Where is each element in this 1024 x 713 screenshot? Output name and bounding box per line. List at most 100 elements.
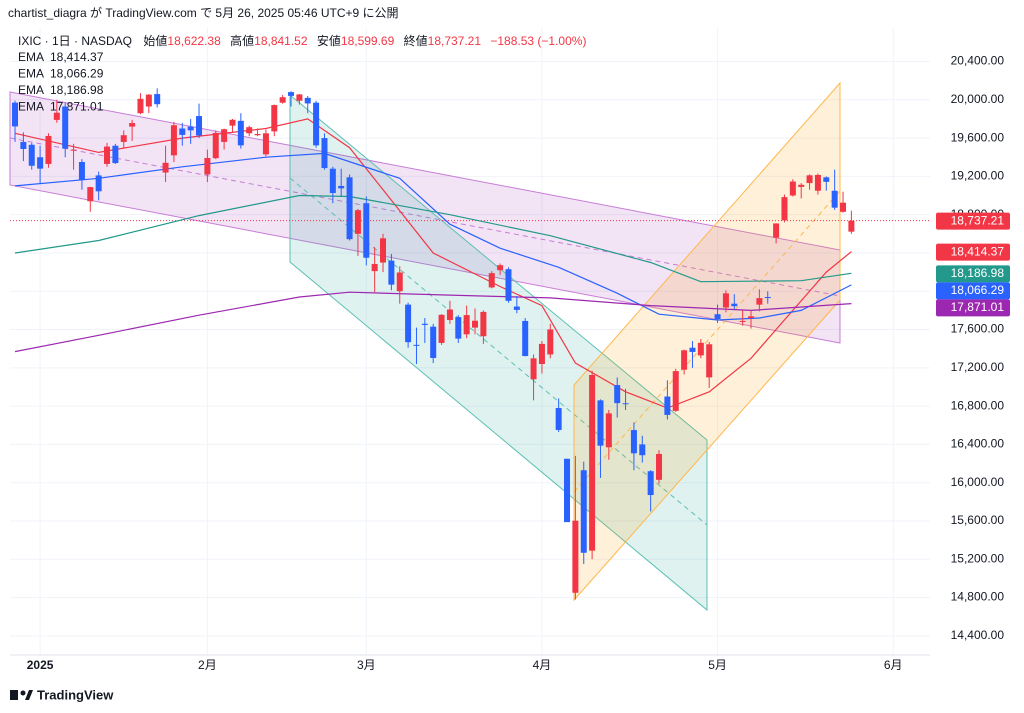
- candle-body: [831, 190, 838, 208]
- candle-body: [212, 132, 219, 159]
- candle-body: [354, 210, 361, 234]
- candle-body: [505, 269, 512, 301]
- ohlc-legend: IXIC · 1日 · NASDAQ 始値18,622.38 高値18,841.…: [18, 33, 586, 48]
- field-value: 18,737.21: [428, 34, 482, 48]
- candle-body: [254, 133, 261, 136]
- candle-body: [413, 344, 420, 346]
- field-label: 始値: [143, 33, 167, 48]
- candle-body: [664, 396, 671, 415]
- price-badge-label: 18,414.37: [951, 244, 1005, 258]
- symbol: IXIC · 1日 · NASDAQ: [18, 34, 132, 48]
- candle-body: [338, 185, 345, 189]
- candle-body: [271, 105, 278, 132]
- candle-body: [647, 471, 654, 496]
- candle-body: [388, 260, 395, 285]
- candle-body: [580, 470, 587, 553]
- brand-logo: [10, 690, 33, 700]
- y-tick-label: 14,400.00: [951, 628, 1005, 642]
- y-tick-label: 14,800.00: [951, 590, 1005, 604]
- field-label: 安値: [317, 33, 341, 48]
- candle-body: [279, 97, 286, 103]
- candle-body: [162, 162, 169, 173]
- price-badge-label: 18,737.21: [951, 213, 1005, 227]
- candle-body: [78, 162, 85, 181]
- candle-body: [430, 326, 437, 358]
- y-tick-label: 19,200.00: [951, 169, 1005, 183]
- candle-body: [137, 98, 144, 114]
- candle-body: [488, 273, 495, 288]
- x-tick-label: 4月: [533, 658, 552, 672]
- candle-body: [455, 317, 462, 339]
- x-tick-label: 5月: [708, 658, 727, 672]
- price-badge: [936, 299, 1010, 317]
- legend-value: 18,066.29: [50, 67, 104, 81]
- candle-body: [120, 135, 127, 142]
- candle-body: [154, 94, 161, 105]
- candle-body: [639, 444, 646, 456]
- candle-body: [229, 119, 236, 126]
- x-tick-label: 2月: [198, 658, 217, 672]
- legend-name: EMA: [18, 100, 44, 114]
- candle-body: [421, 323, 428, 325]
- candle-body: [187, 126, 194, 131]
- candle-body: [814, 174, 821, 191]
- candle-body: [697, 342, 704, 356]
- candle-body: [530, 358, 537, 380]
- candle-body: [28, 144, 35, 166]
- legend-name: EMA: [18, 67, 44, 81]
- x-tick-label: 3月: [357, 658, 376, 672]
- candle-body: [329, 168, 336, 194]
- legend-name: EMA: [18, 50, 44, 64]
- candle-body: [605, 413, 612, 448]
- y-tick-label: 17,200.00: [951, 360, 1005, 374]
- candle-body: [346, 177, 353, 240]
- candle-body: [62, 106, 69, 149]
- candle-body: [12, 102, 19, 127]
- candle-body: [221, 129, 228, 142]
- candle-body: [204, 157, 211, 175]
- price-badge: [936, 212, 1010, 230]
- field-value: 18,599.69: [341, 34, 395, 48]
- x-tick-label: 2025: [27, 658, 54, 672]
- teal-channel-mid: [289, 177, 708, 526]
- candle-body: [438, 314, 445, 343]
- candle-body: [313, 102, 320, 146]
- field-value: 18,622.38: [167, 34, 221, 48]
- candle-body: [806, 175, 813, 184]
- candle-body: [656, 453, 663, 480]
- candle-body: [371, 263, 378, 272]
- candle-body: [262, 133, 269, 155]
- candle-body: [840, 202, 847, 212]
- candle-body: [53, 112, 60, 120]
- candle-body: [572, 520, 579, 593]
- change: −188.53 (−1.00%): [490, 34, 586, 48]
- candle-body: [463, 315, 470, 335]
- candle-body: [513, 306, 520, 310]
- candle-body: [630, 430, 637, 454]
- publisher: chartist_diagra が TradingView.com で 5月 2…: [8, 5, 399, 20]
- candle-body: [798, 184, 805, 187]
- candle-body: [380, 238, 387, 263]
- y-tick-label: 16,400.00: [951, 437, 1005, 451]
- candle-body: [706, 344, 713, 378]
- candle-body: [714, 314, 721, 320]
- candle-body: [538, 343, 545, 364]
- candle-body: [681, 350, 688, 370]
- legend-value: 18,186.98: [50, 83, 104, 97]
- candle-body: [756, 298, 763, 305]
- candle-body: [446, 309, 453, 320]
- candle-body: [589, 375, 596, 551]
- candle-body: [497, 265, 504, 271]
- field-label: 高値: [230, 33, 254, 48]
- candle-body: [480, 311, 487, 337]
- y-tick-label: 15,600.00: [951, 513, 1005, 527]
- candle-body: [547, 329, 554, 355]
- candle-body: [614, 385, 621, 404]
- price-badge-label: 17,871.01: [951, 300, 1005, 314]
- candle-body: [722, 293, 729, 308]
- field-value: 18,841.52: [254, 34, 308, 48]
- y-tick-label: 16,800.00: [951, 398, 1005, 412]
- candle-body: [296, 94, 303, 101]
- field-label: 終値: [404, 33, 428, 48]
